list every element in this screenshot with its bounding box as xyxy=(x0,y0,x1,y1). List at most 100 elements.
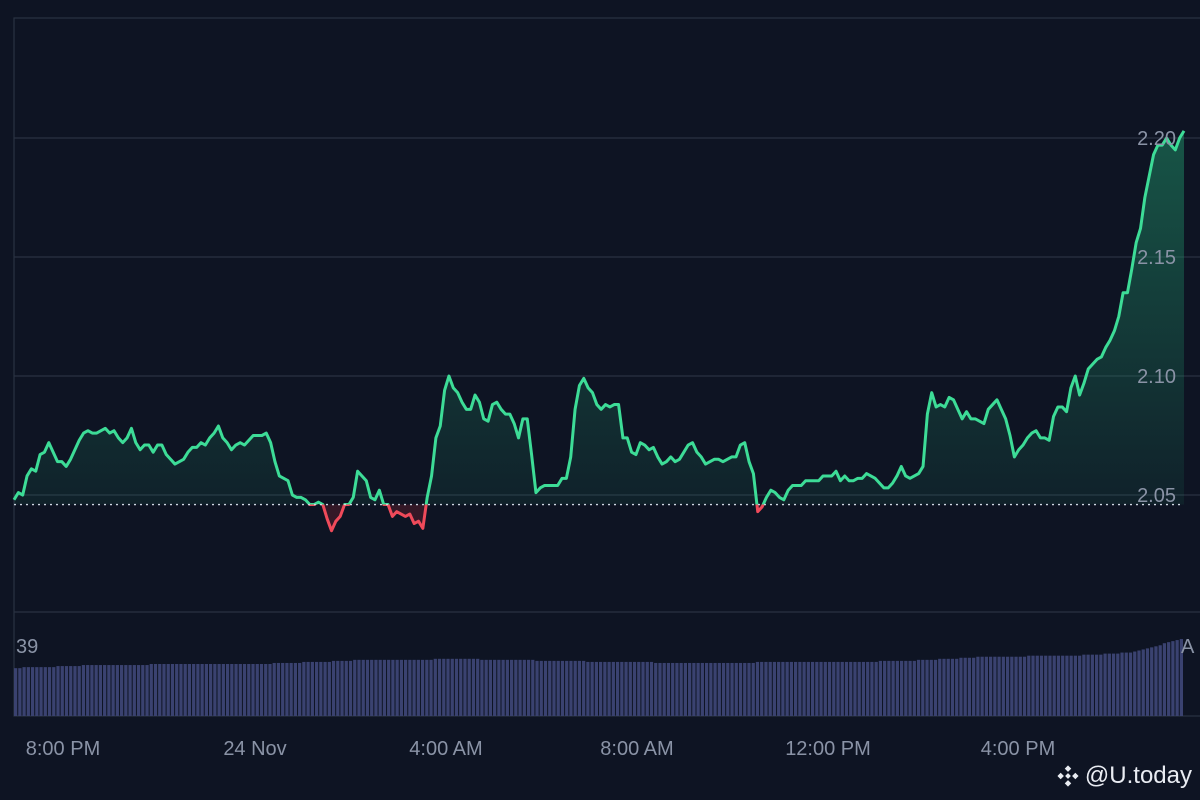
x-tick-label: 4:00 PM xyxy=(981,738,1055,760)
volume-bar xyxy=(416,659,420,716)
volume-bar xyxy=(319,661,323,716)
volume-bar xyxy=(1078,655,1082,716)
volume-bar xyxy=(760,661,764,716)
volume-label: 39 xyxy=(16,636,38,658)
volume-bar xyxy=(963,657,967,716)
volume-bar xyxy=(569,660,573,716)
volume-bar xyxy=(412,659,416,716)
volume-bar xyxy=(950,658,955,716)
volume-bar xyxy=(52,667,56,716)
volume-bar xyxy=(810,661,815,716)
volume-bar xyxy=(641,661,645,716)
volume-bar xyxy=(594,661,598,716)
volume-bar xyxy=(365,659,370,716)
volume-bar xyxy=(921,659,925,716)
volume-bar xyxy=(751,662,755,716)
volume-bar xyxy=(683,662,688,716)
volume-bar xyxy=(276,662,281,716)
volume-bar xyxy=(857,661,861,716)
volume-bar xyxy=(942,658,946,716)
volume-bar xyxy=(933,659,938,716)
volume-bar xyxy=(298,662,302,716)
volume-bar xyxy=(972,657,976,716)
volume-bar xyxy=(382,659,387,716)
volume-bar xyxy=(916,659,921,716)
volume-bar xyxy=(30,667,35,716)
volume-bar xyxy=(849,661,853,716)
volume-bar xyxy=(1141,649,1145,716)
volume-bar xyxy=(637,661,641,716)
volume-bar xyxy=(166,664,170,716)
x-tick-label: 24 Nov xyxy=(223,738,286,760)
volume-bar xyxy=(1162,643,1167,716)
volume-bar xyxy=(247,664,251,716)
volume-bar xyxy=(840,661,844,716)
volume-bar xyxy=(755,661,760,716)
volume-bar xyxy=(1069,655,1073,716)
volume-bar xyxy=(688,662,692,716)
volume-bar xyxy=(480,659,484,716)
volume-bar xyxy=(967,657,972,716)
volume-bar xyxy=(976,656,980,716)
volume-bar xyxy=(883,660,887,716)
volume-bar xyxy=(505,659,509,716)
volume-bar xyxy=(408,659,412,716)
volume-bar xyxy=(124,665,128,716)
volume-bar xyxy=(476,658,480,716)
volume-bar xyxy=(18,668,22,716)
volume-bar xyxy=(1137,650,1141,716)
volume-bar xyxy=(709,662,713,716)
volume-bar xyxy=(785,661,789,716)
volume-bar xyxy=(1073,655,1078,716)
volume-bar xyxy=(980,656,984,716)
x-tick-label: 8:00 PM xyxy=(26,738,100,760)
volume-bar xyxy=(162,664,166,716)
volume-bar xyxy=(565,660,569,716)
volume-bar xyxy=(658,662,662,716)
volume-bar xyxy=(81,665,86,716)
volume-bar xyxy=(327,661,331,716)
volume-bar xyxy=(268,664,272,716)
y-axis: 2.05 2.10 2.15 2.20 xyxy=(1137,128,1176,507)
volume-bar xyxy=(1099,654,1103,716)
volume-bar xyxy=(552,660,556,716)
volume-bar xyxy=(111,665,115,716)
volume-bar xyxy=(573,660,577,716)
volume-right-label: A xyxy=(1181,636,1195,658)
volume-bar xyxy=(1171,641,1175,716)
volume-bar xyxy=(615,661,620,716)
volume-bar xyxy=(1128,652,1133,716)
volume-bar xyxy=(993,656,997,716)
volume-bar xyxy=(374,659,378,716)
volume-bar xyxy=(704,662,709,716)
volume-bar xyxy=(997,656,1001,716)
volume-bar xyxy=(459,658,463,716)
volume-bar xyxy=(1094,654,1099,716)
volume-bar xyxy=(1022,656,1027,716)
volume-bar xyxy=(501,659,505,716)
volume-bar xyxy=(1133,651,1137,716)
volume-bar xyxy=(107,665,111,716)
volume-bar xyxy=(1120,652,1124,716)
volume-bar xyxy=(611,661,615,716)
volume-bar xyxy=(1116,653,1120,716)
volume-bar xyxy=(69,666,73,716)
volume-bar xyxy=(314,661,319,716)
volume-bar xyxy=(509,659,514,716)
volume-bar xyxy=(238,664,242,716)
x-tick-label: 4:00 AM xyxy=(409,738,482,760)
price-line-up xyxy=(12,130,1186,505)
volume-bar xyxy=(649,661,654,716)
volume-bar xyxy=(132,665,136,716)
volume-bar xyxy=(1048,655,1052,716)
volume-bar xyxy=(264,664,268,716)
volume-bar xyxy=(522,659,526,716)
volume-bar xyxy=(259,664,264,716)
volume-bar xyxy=(234,664,238,716)
volume-bar xyxy=(47,667,52,716)
volume-bar xyxy=(772,661,777,716)
volume-bar xyxy=(1124,652,1128,716)
volume-bar xyxy=(526,659,531,716)
volume-bar xyxy=(548,660,552,716)
